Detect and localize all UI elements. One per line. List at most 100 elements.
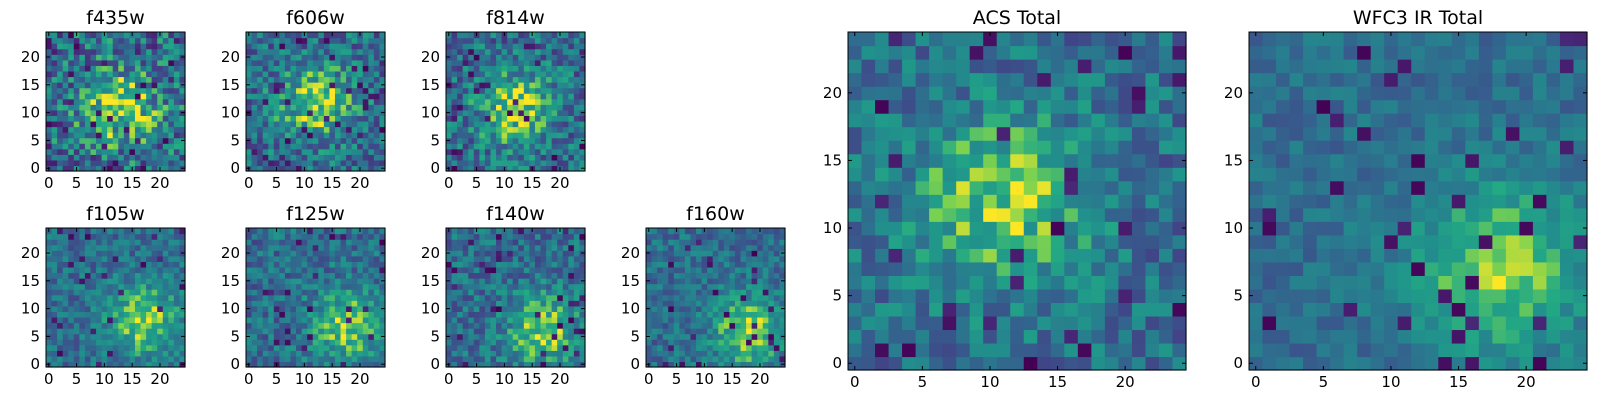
heatmap-cell (468, 137, 475, 144)
heatmap-cell (668, 333, 675, 340)
heatmap-cell (751, 250, 758, 257)
heatmap-cell (473, 355, 480, 363)
heatmap-cell (357, 70, 364, 78)
heatmap-cell (462, 104, 469, 111)
heatmap-cell (696, 305, 703, 312)
heatmap-cell (473, 244, 480, 251)
heatmap-cell (562, 328, 569, 335)
heatmap-cell (146, 120, 153, 128)
heatmap-cell (107, 250, 114, 257)
heatmap-cell (79, 132, 86, 139)
heatmap-cell (540, 165, 547, 172)
heatmap-cell (557, 59, 564, 66)
heatmap-cell (1037, 329, 1052, 344)
heatmap-cell (690, 344, 697, 351)
heatmap-cell (451, 361, 458, 368)
heatmap-cell (523, 283, 530, 290)
heatmap-cell (373, 239, 381, 246)
heatmap-cell (134, 70, 142, 78)
heatmap-cell (318, 294, 325, 301)
heatmap-cell (273, 266, 280, 274)
heatmap-cell (296, 355, 303, 363)
heatmap-cell (101, 98, 108, 105)
heatmap-cell (568, 37, 575, 44)
heatmap-cell (673, 255, 680, 262)
heatmap-cell (679, 294, 686, 301)
heatmap-cell (84, 59, 92, 66)
heatmap-cell (62, 59, 69, 66)
heatmap-cell (329, 48, 336, 55)
heatmap-cell (484, 244, 492, 251)
heatmap-cell (90, 311, 97, 318)
heatmap-cell (1023, 167, 1038, 182)
heatmap-cell (768, 272, 775, 279)
heatmap-cell (1104, 356, 1119, 371)
heatmap-cell (490, 87, 497, 94)
heatmap-cell (368, 98, 375, 105)
heatmap-cell (179, 350, 186, 357)
heatmap-cell (902, 261, 917, 276)
heatmap-cell (312, 148, 319, 155)
heatmap-cell (551, 159, 558, 167)
heatmap-cell (462, 316, 469, 324)
heatmap-cell (1104, 342, 1119, 358)
heatmap-cell (51, 143, 58, 150)
heatmap-cell (573, 148, 581, 155)
heatmap-cell (62, 115, 69, 122)
heatmap-cell (268, 148, 275, 155)
heatmap-cell (696, 266, 703, 274)
heatmap-cell (468, 76, 475, 83)
heatmap-cell (1050, 167, 1065, 182)
heatmap-cell (451, 228, 458, 235)
heatmap-cell (734, 272, 742, 279)
heatmap-cell (301, 305, 308, 312)
heatmap-cell (296, 361, 303, 368)
heatmap-cell (123, 48, 130, 55)
heatmap-cell (468, 239, 475, 246)
heatmap-cell (929, 234, 944, 249)
heatmap-cell (357, 350, 364, 357)
heatmap-cell (473, 43, 480, 50)
heatmap-cell (257, 93, 264, 100)
heatmap-cell (518, 59, 525, 66)
heatmap-cell (479, 54, 486, 61)
heatmap-cell (534, 54, 542, 61)
heatmap-cell (723, 328, 730, 335)
heatmap-cell (312, 59, 319, 66)
heatmap-cell (468, 143, 475, 150)
heatmap-cell (257, 87, 264, 94)
heatmap-cell (1145, 315, 1160, 331)
heatmap-cell (740, 228, 747, 235)
heatmap-cell (684, 328, 692, 335)
heatmap-cell (983, 302, 998, 317)
heatmap-cell (57, 115, 64, 122)
heatmap-cell (562, 59, 569, 66)
heatmap-cell (379, 143, 386, 150)
heatmap-cell (684, 233, 692, 240)
heatmap-cell (484, 355, 492, 363)
heatmap-cell (146, 115, 153, 122)
heatmap-cell (902, 315, 917, 331)
heatmap-cell (579, 328, 586, 335)
heatmap-cell (929, 207, 944, 222)
heatmap-cell (734, 305, 742, 312)
heatmap-cell (157, 350, 164, 357)
heatmap-cell (668, 255, 675, 262)
heatmap-cell (718, 333, 725, 340)
heatmap-cell (257, 54, 264, 61)
heatmap-cell (284, 361, 292, 368)
heatmap-cell (557, 65, 564, 72)
heatmap-cell (557, 350, 564, 357)
heatmap-cell (451, 104, 458, 111)
heatmap-cell (546, 137, 553, 144)
heatmap-cell (268, 289, 275, 296)
heatmap-cell (146, 244, 153, 251)
heatmap-cell (246, 316, 253, 324)
heatmap-cell (1104, 261, 1119, 276)
heatmap-cell (168, 244, 175, 251)
heatmap-cell (257, 159, 264, 167)
heatmap-cell (351, 305, 358, 312)
heatmap-cell (457, 59, 464, 66)
heatmap-cell (368, 255, 375, 262)
heatmap-cell (296, 294, 303, 301)
